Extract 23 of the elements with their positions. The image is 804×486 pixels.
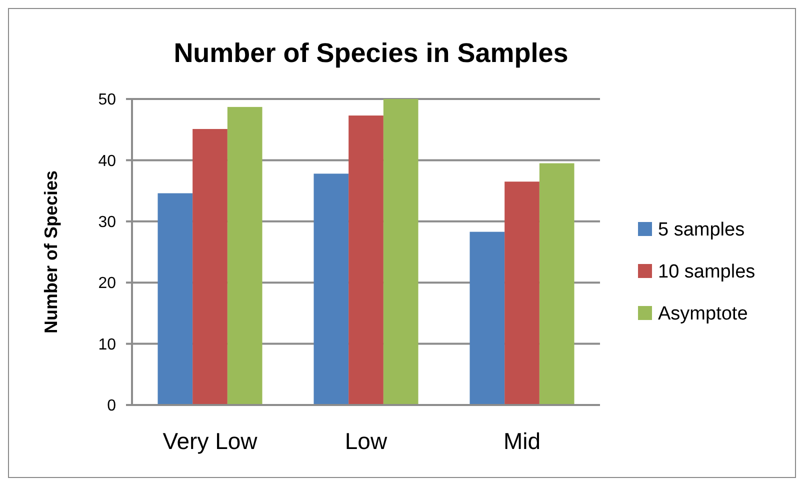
bar (383, 99, 418, 405)
bar (539, 163, 574, 405)
legend-label: Asymptote (658, 304, 748, 325)
y-axis-title: Number of Species (41, 170, 61, 334)
bar (158, 193, 193, 405)
bar (192, 128, 228, 405)
y-tick-label: 20 (98, 275, 116, 292)
chart-title: Number of Species in Samples (174, 38, 568, 68)
bar (314, 174, 349, 405)
y-tick-label: 10 (98, 336, 116, 354)
y-tick-label: 0 (107, 398, 116, 415)
y-tick-label: 40 (98, 152, 116, 170)
legend-label: 10 samples (658, 262, 756, 283)
legend-label: 5 samples (658, 220, 745, 241)
bar (348, 116, 384, 405)
x-tick-label: Very Low (162, 428, 258, 454)
x-tick-label: Mid (503, 428, 541, 454)
bar (470, 232, 505, 405)
bar (227, 106, 262, 405)
x-tick-label: Low (344, 428, 388, 454)
bar (504, 182, 540, 405)
y-tick-label: 50 (98, 92, 116, 109)
y-tick-label: 30 (98, 214, 116, 231)
